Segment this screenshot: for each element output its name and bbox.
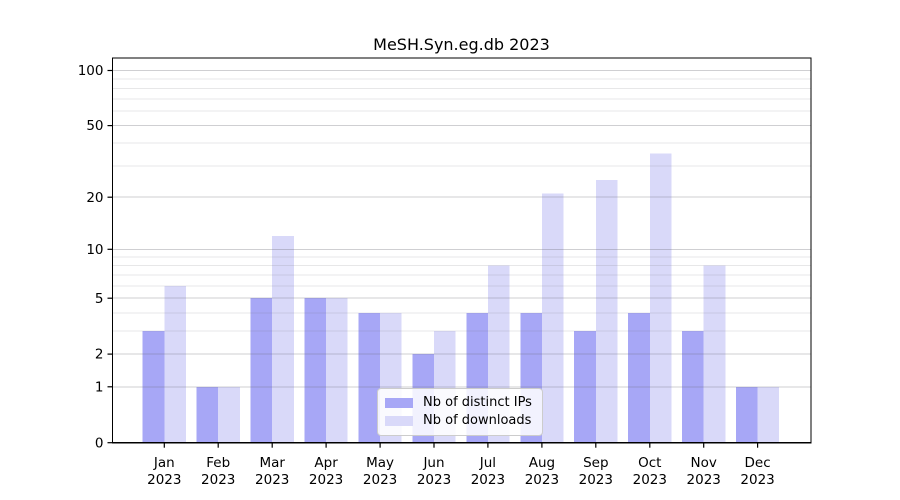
major-gridlines (112, 70, 811, 388)
bar-ips-apr (304, 298, 327, 443)
x-tick-label: Apr (314, 455, 338, 471)
x-tick-label-year: 2023 (740, 472, 774, 488)
y-tick-label: 100 (78, 63, 104, 79)
y-tick-label: 0 (95, 435, 104, 451)
y-tick-label: 2 (95, 347, 104, 363)
x-tick-label-year: 2023 (309, 472, 343, 488)
x-tick-label-year: 2023 (201, 472, 235, 488)
bar-dl-feb (218, 386, 240, 443)
bar-ips-dec (736, 386, 758, 443)
y-tick-label: 5 (95, 291, 104, 307)
bar-dl-oct (649, 153, 672, 443)
x-tick-label: Nov (691, 455, 717, 471)
series-downloads (164, 153, 780, 443)
x-tick-label-year: 2023 (147, 472, 181, 488)
y-tick-label: 50 (86, 118, 103, 134)
x-tick-label: May (366, 455, 394, 471)
x-tick-label: Dec (745, 455, 771, 471)
y-tick-label: 20 (86, 190, 103, 206)
legend: Nb of distinct IPs Nb of downloads (377, 388, 543, 436)
bar-dl-sep (595, 180, 618, 443)
minor-gridlines (112, 78, 811, 332)
x-axis-ticks: Jan2023Feb2023Mar2023Apr2023May2023Jun20… (147, 442, 775, 488)
x-tick-label: Sep (583, 455, 608, 471)
legend-item-downloads: Nb of downloads (385, 413, 532, 429)
y-axis-ticks: 0 1 2 5 10 20 50 100 (78, 63, 113, 451)
bar-ips-may (358, 312, 381, 443)
bar-dl-mar (272, 235, 294, 443)
y-tick-label: 1 (95, 379, 104, 395)
axis-frame (111, 57, 812, 444)
x-tick-label-year: 2023 (471, 472, 505, 488)
legend-item-distinct-ips: Nb of distinct IPs (385, 395, 532, 411)
legend-swatch-distinct-ips (385, 398, 413, 408)
x-tick-label: Aug (529, 455, 555, 471)
bar-dl-jan (164, 285, 186, 443)
bar-dl-dec (757, 386, 780, 443)
x-tick-label-year: 2023 (255, 472, 289, 488)
x-tick-label-year: 2023 (363, 472, 397, 488)
x-tick-label-year: 2023 (687, 472, 721, 488)
bar-ips-nov (682, 330, 704, 443)
x-tick-label-year: 2023 (579, 472, 613, 488)
bar-ips-mar (250, 298, 273, 443)
bar-dl-nov (703, 265, 726, 443)
chart-title: MeSH.Syn.eg.db 2023 (373, 35, 550, 54)
bar-ips-feb (196, 386, 219, 443)
bar-dl-apr (326, 298, 348, 443)
legend-swatch-downloads (385, 416, 413, 426)
legend-label-distinct-ips: Nb of distinct IPs (423, 395, 532, 410)
x-tick-label: Jan (153, 455, 175, 471)
x-tick-label: Jul (479, 455, 496, 471)
x-tick-label-year: 2023 (417, 472, 451, 488)
x-tick-label: Feb (206, 455, 230, 471)
y-tick-label: 10 (86, 242, 103, 258)
bar-ips-jan (142, 330, 165, 443)
x-tick-label-year: 2023 (525, 472, 559, 488)
bar-dl-aug (541, 193, 564, 443)
bar-ips-oct (628, 312, 650, 443)
x-tick-label: Oct (638, 455, 661, 471)
bar-ips-sep (574, 330, 596, 443)
x-tick-label: Jun (422, 455, 444, 471)
x-tick-label-year: 2023 (633, 472, 667, 488)
x-tick-label: Mar (259, 455, 285, 471)
legend-label-downloads: Nb of downloads (423, 413, 532, 428)
